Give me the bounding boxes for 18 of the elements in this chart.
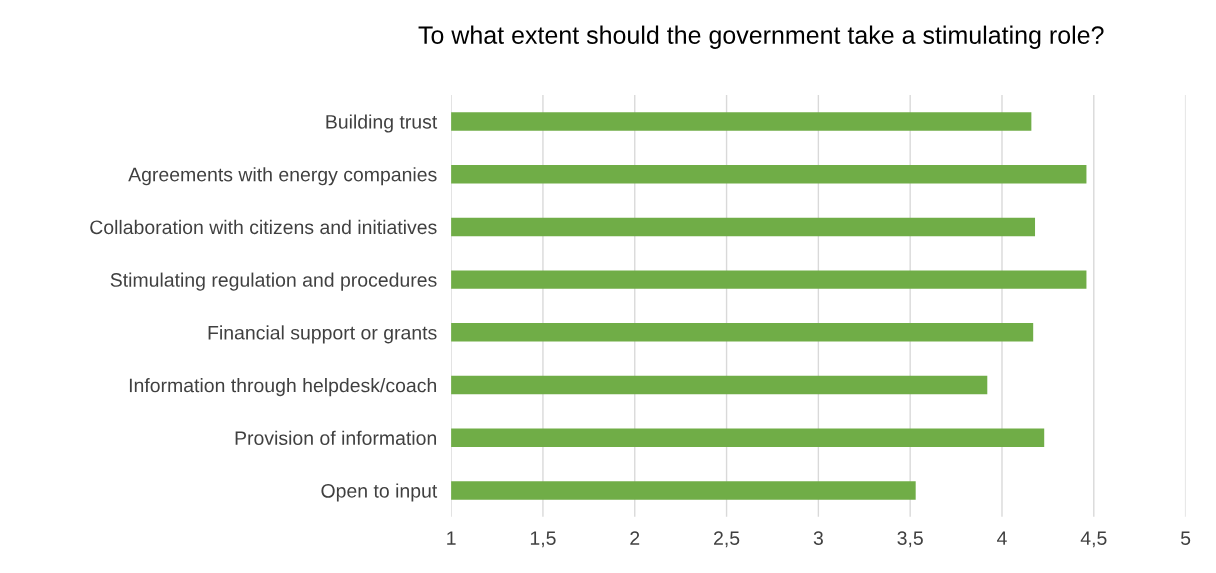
x-tick-label: 2,5 (714, 531, 740, 548)
y-tick-label: Information through helpdesk/coach (129, 378, 437, 397)
x-tick-label: 1 (447, 531, 456, 545)
x-tick-label: 2 (630, 531, 640, 545)
x-tick-label: 3,5 (897, 531, 923, 548)
x-tick-label: 5 (1180, 531, 1191, 546)
y-tick-label: Stimulating regulation and procedures (110, 272, 437, 291)
x-tick-label: 4,5 (1080, 531, 1107, 548)
y-tick-label: Collaboration with citizens and initiatives (90, 219, 437, 235)
x-tick-label: 4 (997, 531, 1007, 545)
y-tick-label: Open to input (321, 483, 438, 502)
y-tick-label: Provision of information (235, 430, 436, 446)
chart-title: To what extent should the government take a stimulating role? (418, 25, 1104, 49)
y-tick-label: Agreements with energy companies (128, 167, 437, 186)
x-tick-label: 3 (813, 531, 823, 546)
y-tick-label: Building trust (326, 114, 438, 133)
x-tick-label: 1,5 (530, 531, 556, 548)
y-tick-label: Financial support or grants (208, 325, 437, 344)
